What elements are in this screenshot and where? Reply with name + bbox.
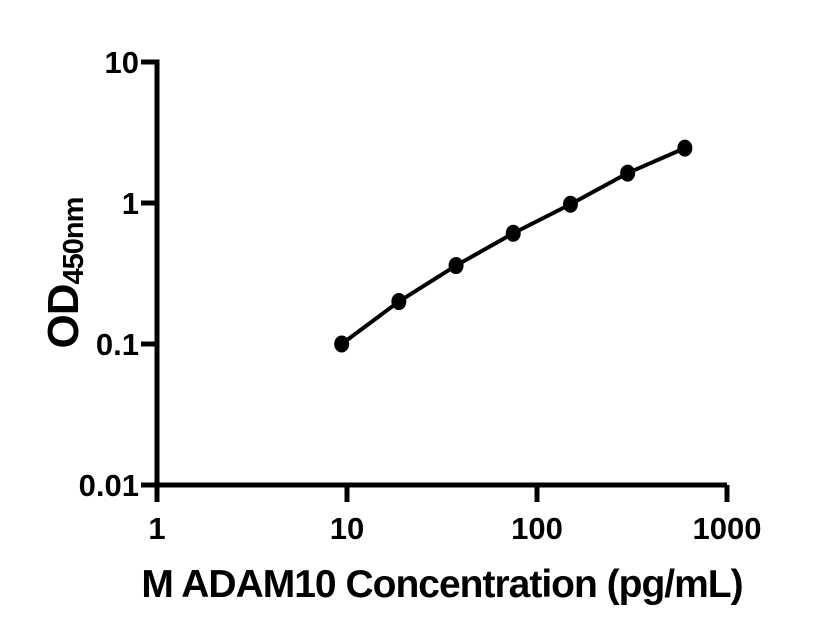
x-tick-label: 100 [511, 511, 563, 546]
y-axis-title: OD450nm [39, 198, 90, 349]
data-point-marker [677, 139, 693, 157]
y-tick-label: 1 [122, 186, 139, 221]
data-point-marker [505, 224, 521, 242]
x-axis-title: M ADAM10 Concentration (pg/mL) [141, 563, 742, 606]
tick-labels-layer: 10 1 0.1 0.01 1 10 100 1000 [79, 45, 762, 546]
x-tick-label: 1000 [693, 511, 762, 546]
axes-layer [154, 59, 727, 488]
y-tick-label: 0.01 [79, 468, 139, 503]
data-point-marker [448, 257, 464, 275]
x-tick-label: 1 [148, 511, 165, 546]
y-tick-label: 0.1 [96, 327, 139, 362]
y-tick-label: 10 [105, 45, 139, 80]
data-point-marker [334, 335, 350, 353]
y-axis-title-main: OD [39, 284, 88, 348]
data-point-marker [620, 164, 636, 182]
data-point-marker [391, 293, 407, 311]
data-series-layer [334, 139, 693, 353]
data-point-marker [562, 195, 578, 213]
ticks-layer [141, 59, 730, 502]
y-axis-title-subscript: 450nm [58, 198, 90, 285]
x-tick-label: 10 [330, 511, 364, 546]
